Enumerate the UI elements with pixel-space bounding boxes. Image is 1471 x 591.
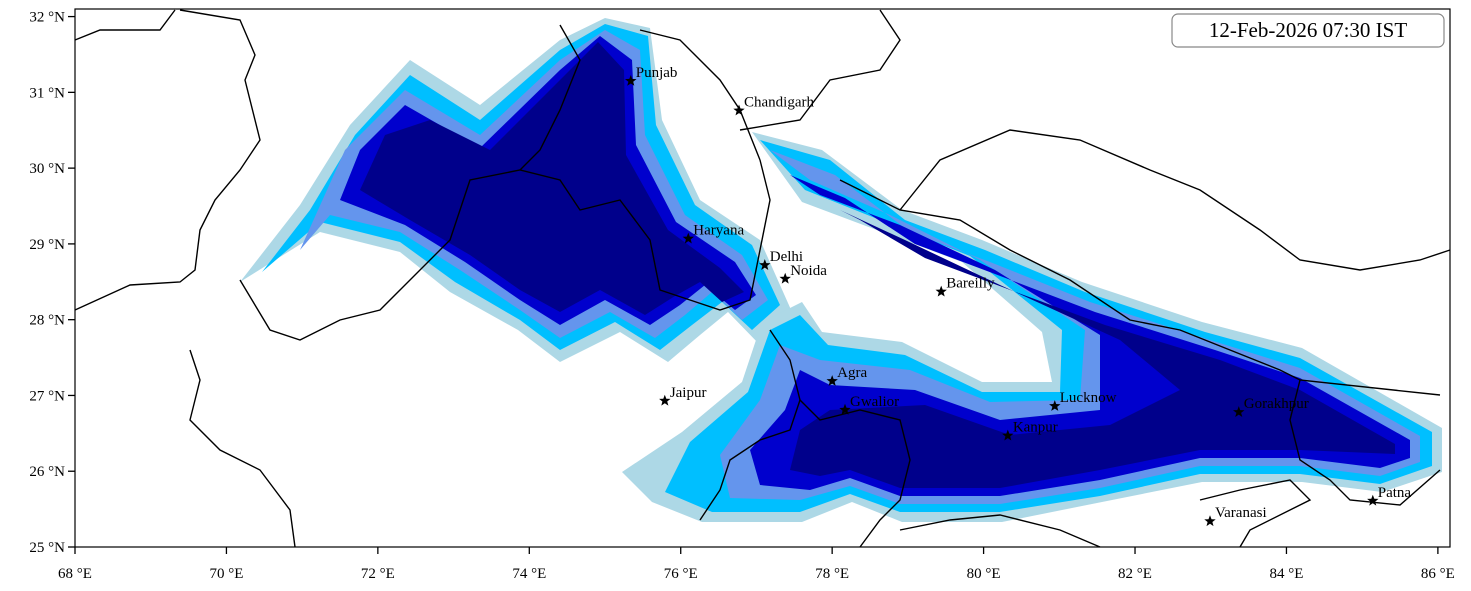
state-border (1289, 379, 1441, 506)
state-border (639, 29, 761, 161)
city-label: Haryana (693, 223, 744, 239)
boundaries (74, 9, 1451, 548)
map-frame (74, 8, 1451, 548)
x-tick-label: 80 °E (967, 566, 1001, 582)
city-marker (935, 285, 947, 297)
state-border (769, 329, 911, 548)
city-marker (779, 272, 791, 284)
city-marker (625, 75, 637, 86)
city-label: Gorakhpur (1244, 396, 1309, 412)
country-border (899, 129, 1451, 271)
x-tick-label: 72 °E (361, 566, 395, 582)
y-tick-label: 31 °N (29, 85, 65, 101)
city-label: Punjab (636, 65, 678, 81)
state-border (899, 514, 1101, 548)
state-border (519, 24, 581, 171)
x-tick-label: 86 °E (1421, 566, 1455, 582)
city-label: Noida (790, 263, 827, 279)
x-tick-label: 76 °E (664, 566, 698, 582)
state-border (1199, 479, 1312, 548)
y-tick-label: 26 °N (29, 464, 65, 480)
city-marker (659, 394, 671, 406)
title-box: 12-Feb-2026 07:30 IST (1171, 13, 1445, 48)
city-label: Chandigarh (744, 95, 814, 111)
state-border (739, 9, 901, 131)
city-label: Kanpur (1013, 420, 1058, 436)
city-label: Varanasi (1215, 505, 1267, 521)
x-tick-label: 74 °E (512, 566, 546, 582)
y-tick-label: 30 °N (29, 161, 65, 177)
y-tick-label: 27 °N (29, 388, 65, 404)
city-label: Patna (1378, 485, 1412, 501)
city-marker (1367, 494, 1379, 506)
country-border (74, 9, 176, 41)
y-tick-label: 32 °N (29, 10, 65, 26)
title-frame (1171, 13, 1445, 48)
x-tick-label: 70 °E (209, 566, 243, 582)
city-marker (1002, 429, 1014, 441)
city-marker (826, 375, 838, 386)
city-marker (1233, 406, 1245, 417)
city-label: Delhi (770, 249, 803, 265)
x-tick-label: 84 °E (1269, 566, 1303, 582)
x-tick-label: 82 °E (1118, 566, 1152, 582)
shade-level-5 (790, 200, 1395, 488)
city-label: Gwalior (850, 394, 899, 410)
city-label: Agra (837, 365, 867, 381)
x-tick-label: 68 °E (58, 566, 92, 582)
city-marker (682, 232, 694, 244)
y-tick-label: 28 °N (29, 313, 65, 329)
country-border (74, 9, 261, 311)
city-label: Bareilly (946, 276, 995, 292)
city-marker (759, 259, 771, 270)
x-tick-label: 78 °E (815, 566, 849, 582)
axis-ticks: 68 °E 70 °E 72 °E 74 °E 76 °E 78 °E 80 °E 82 °E… (29, 10, 1454, 582)
state-border (189, 349, 296, 548)
city-marker (1049, 400, 1061, 411)
city-marker (733, 104, 745, 116)
state-border (699, 399, 801, 521)
city-marker (1204, 515, 1216, 527)
city-marker (839, 403, 851, 415)
country-border (839, 179, 1441, 396)
city-label: Jaipur (670, 385, 707, 401)
y-tick-label: 25 °N (29, 540, 65, 556)
city-label: Lucknow (1060, 390, 1117, 406)
state-border (239, 159, 771, 341)
map-title: 12-Feb-2026 07:30 IST (1209, 18, 1407, 42)
y-tick-label: 29 °N (29, 237, 65, 253)
